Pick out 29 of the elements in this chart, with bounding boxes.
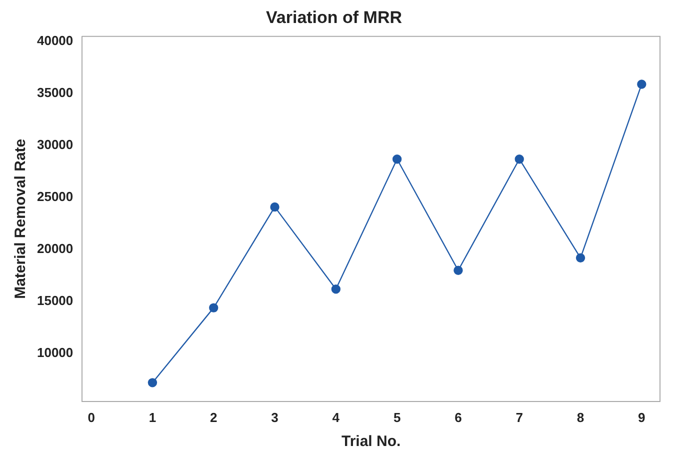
x-tick-label: 2 <box>210 410 218 425</box>
point <box>576 253 586 262</box>
point <box>637 80 646 89</box>
point <box>270 202 280 212</box>
point <box>454 266 463 275</box>
y-tick-label: 30000 <box>36 137 74 152</box>
x-tick-label: 1 <box>148 410 156 425</box>
x-tick-label: 3 <box>271 410 278 425</box>
y-tick-label: 10000 <box>36 345 74 360</box>
y-tick-label: 35000 <box>36 85 74 100</box>
y-tick-label: 15000 <box>36 293 74 308</box>
x-tick-label: 9 <box>638 410 646 425</box>
y-tick-label: 20000 <box>36 241 74 256</box>
point <box>148 378 158 388</box>
y-tick-label: 40000 <box>36 33 74 48</box>
x-axis-title: Trial No. <box>341 433 401 450</box>
point <box>331 284 341 294</box>
point <box>209 303 218 312</box>
x-tick-label: 6 <box>454 410 462 425</box>
point <box>392 154 402 164</box>
y-axis-title: Material Removal Rate <box>12 138 30 299</box>
x-tick-label: 5 <box>393 410 401 425</box>
x-tick-label: 4 <box>332 410 340 425</box>
chart-title: Variation of MRR <box>266 8 402 27</box>
x-tick-label: 7 <box>516 410 523 425</box>
x-tick-label: 0 <box>88 410 95 425</box>
y-tick-label: 25000 <box>36 189 74 204</box>
point <box>514 154 524 164</box>
x-tick-label: 8 <box>576 410 584 425</box>
